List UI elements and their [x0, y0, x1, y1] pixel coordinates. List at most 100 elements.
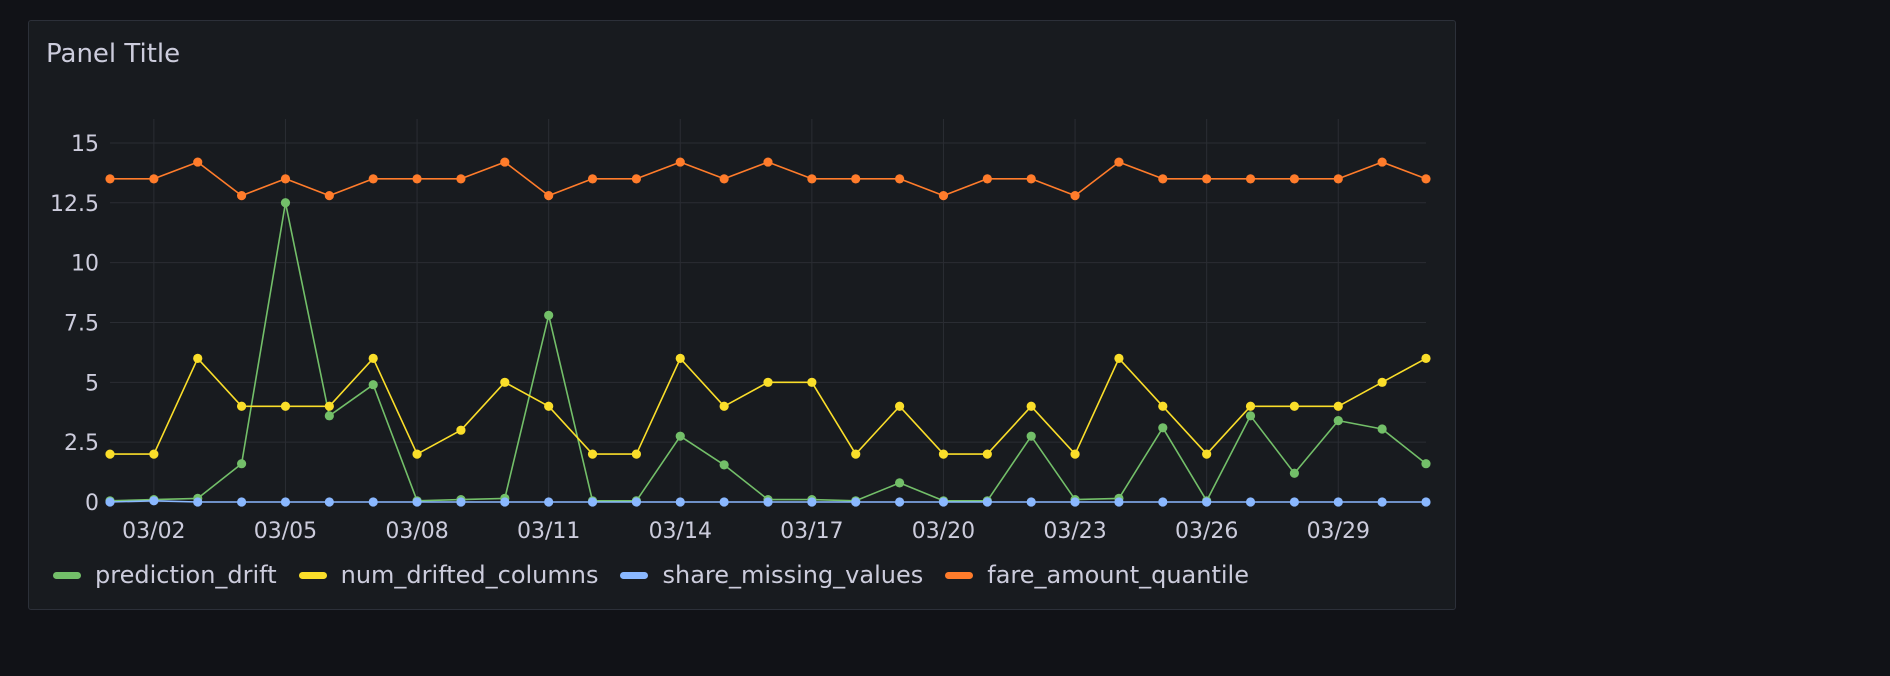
- data-point-num_drifted_columns: [631, 449, 642, 459]
- data-point-share_missing_values: [587, 497, 598, 507]
- data-point-prediction_drift: [1245, 411, 1256, 421]
- data-point-share_missing_values: [982, 497, 992, 507]
- x-tick-label: 03/17: [780, 519, 843, 544]
- data-point-fare_amount_quantile: [193, 157, 203, 167]
- y-axis: 0 2.5 5 7.5 10 12.5 15: [50, 132, 99, 516]
- data-point-share_missing_values: [938, 497, 949, 507]
- data-point-fare_amount_quantile: [1202, 174, 1212, 184]
- data-point-num_drifted_columns: [807, 377, 817, 387]
- data-point-fare_amount_quantile: [149, 174, 159, 184]
- data-point-share_missing_values: [1421, 497, 1431, 507]
- legend-item-fare_amount_quantile[interactable]: fare_amount_quantile: [945, 561, 1249, 589]
- data-point-share_missing_values: [368, 497, 378, 507]
- legend-item-prediction_drift[interactable]: prediction_drift: [53, 561, 277, 589]
- y-tick-label: 2.5: [64, 431, 99, 456]
- data-point-share_missing_values: [631, 497, 642, 507]
- data-point-prediction_drift: [895, 478, 905, 488]
- data-point-num_drifted_columns: [500, 377, 510, 387]
- data-point-share_missing_values: [1333, 497, 1343, 507]
- data-point-share_missing_values: [105, 497, 115, 507]
- legend-item-share_missing_values[interactable]: share_missing_values: [620, 561, 923, 589]
- x-tick-label: 03/02: [122, 519, 185, 544]
- panel-title[interactable]: Panel Title: [46, 39, 181, 69]
- legend-swatch: [620, 571, 649, 579]
- data-point-share_missing_values: [324, 497, 334, 507]
- data-point-share_missing_values: [1245, 497, 1256, 507]
- data-point-num_drifted_columns: [1421, 353, 1431, 363]
- data-point-prediction_drift: [675, 431, 685, 441]
- data-point-num_drifted_columns: [938, 449, 949, 459]
- data-point-share_missing_values: [1377, 497, 1387, 507]
- data-point-num_drifted_columns: [763, 377, 773, 387]
- data-point-num_drifted_columns: [1026, 401, 1036, 411]
- data-point-share_missing_values: [1026, 497, 1036, 507]
- data-point-share_missing_values: [1070, 497, 1080, 507]
- legend-label: num_drifted_columns: [340, 561, 599, 589]
- data-point-fare_amount_quantile: [807, 174, 817, 184]
- data-point-num_drifted_columns: [719, 401, 729, 411]
- data-point-prediction_drift: [368, 380, 378, 390]
- data-point-prediction_drift: [1377, 424, 1387, 434]
- legend-swatch: [298, 571, 327, 579]
- data-point-fare_amount_quantile: [1026, 174, 1036, 184]
- data-point-share_missing_values: [719, 497, 729, 507]
- legend-label: prediction_drift: [95, 561, 277, 589]
- data-point-prediction_drift: [1421, 459, 1431, 469]
- data-point-num_drifted_columns: [280, 401, 291, 411]
- data-point-share_missing_values: [456, 497, 466, 507]
- data-point-num_drifted_columns: [1202, 449, 1212, 459]
- data-point-fare_amount_quantile: [763, 157, 773, 167]
- data-point-share_missing_values: [807, 497, 817, 507]
- data-point-fare_amount_quantile: [500, 157, 510, 167]
- data-point-fare_amount_quantile: [412, 174, 422, 184]
- series-line-prediction_drift: [109, 202, 1427, 502]
- data-point-share_missing_values: [237, 497, 247, 507]
- data-point-fare_amount_quantile: [368, 174, 378, 184]
- x-tick-label: 03/05: [254, 519, 317, 544]
- data-point-num_drifted_columns: [1333, 401, 1343, 411]
- x-tick-label: 03/23: [1043, 519, 1106, 544]
- data-point-fare_amount_quantile: [1245, 174, 1256, 184]
- y-tick-label: 7.5: [64, 311, 99, 336]
- data-point-num_drifted_columns: [237, 401, 247, 411]
- data-point-num_drifted_columns: [544, 401, 554, 411]
- x-tick-label: 03/14: [649, 519, 712, 544]
- data-point-num_drifted_columns: [1377, 377, 1387, 387]
- data-point-prediction_drift: [1333, 416, 1343, 426]
- legend-item-num_drifted_columns[interactable]: num_drifted_columns: [298, 561, 599, 589]
- x-tick-label: 03/20: [912, 519, 975, 544]
- data-point-num_drifted_columns: [1289, 401, 1299, 411]
- legend-label: share_missing_values: [662, 561, 924, 589]
- chart-panel: Panel Title 0 2.5 5 7.5 10 12.5 15 03/02 03/05 0…: [28, 20, 1456, 610]
- data-point-fare_amount_quantile: [1377, 157, 1387, 167]
- data-point-share_missing_values: [412, 497, 422, 507]
- data-point-num_drifted_columns: [193, 353, 203, 363]
- x-tick-label: 03/08: [385, 519, 448, 544]
- data-point-num_drifted_columns: [851, 449, 861, 459]
- data-point-num_drifted_columns: [456, 425, 466, 435]
- data-point-num_drifted_columns: [1070, 449, 1080, 459]
- data-point-prediction_drift: [237, 459, 247, 469]
- data-point-fare_amount_quantile: [587, 174, 598, 184]
- data-point-prediction_drift: [544, 310, 554, 320]
- data-point-share_missing_values: [675, 497, 685, 507]
- data-point-fare_amount_quantile: [851, 174, 861, 184]
- data-point-num_drifted_columns: [1114, 353, 1124, 363]
- data-point-prediction_drift: [324, 411, 334, 421]
- data-point-num_drifted_columns: [149, 449, 159, 459]
- data-point-num_drifted_columns: [368, 353, 378, 363]
- data-point-prediction_drift: [1289, 468, 1299, 478]
- data-point-share_missing_values: [763, 497, 773, 507]
- data-point-num_drifted_columns: [895, 401, 905, 411]
- data-point-num_drifted_columns: [675, 353, 685, 363]
- legend: prediction_drift num_drifted_columns share…: [53, 561, 1249, 589]
- data-point-fare_amount_quantile: [719, 174, 729, 184]
- data-point-num_drifted_columns: [412, 449, 422, 459]
- series-line-fare_amount_quantile: [110, 161, 1427, 197]
- data-point-num_drifted_columns: [324, 401, 334, 411]
- legend-label: fare_amount_quantile: [987, 561, 1249, 589]
- x-tick-label: 03/11: [517, 519, 580, 544]
- data-point-share_missing_values: [1289, 497, 1299, 507]
- series-layer: [105, 157, 1431, 507]
